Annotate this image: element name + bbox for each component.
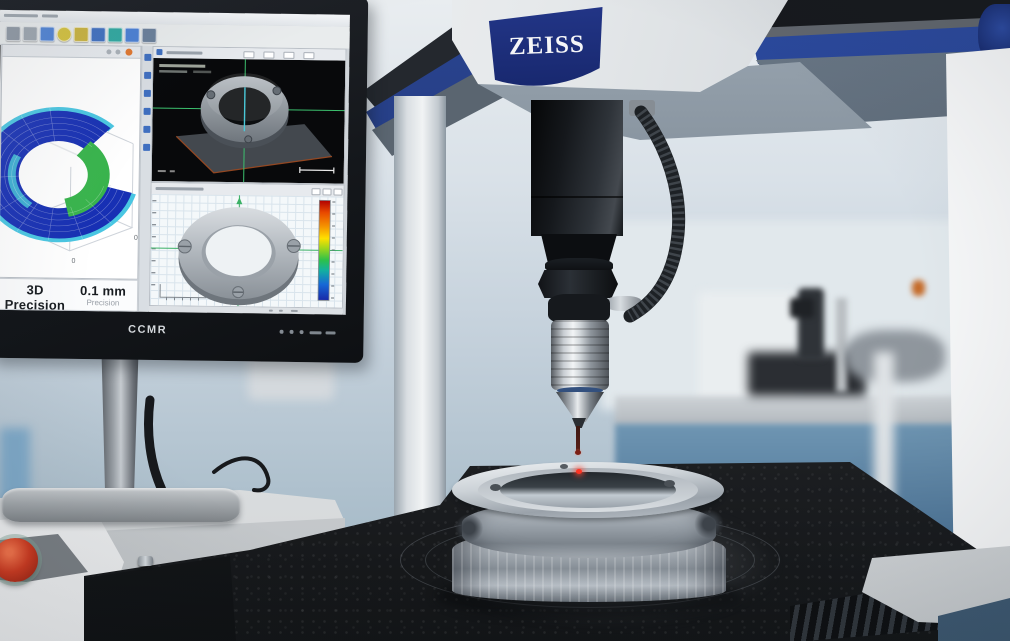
side-icon-4[interactable]: [143, 107, 151, 115]
side-icon-2[interactable]: [144, 71, 152, 79]
mesh-view-panel[interactable]: 0 0: [0, 43, 142, 280]
colorbar-ticks: [331, 201, 336, 299]
cad-header-tab-4[interactable]: [303, 52, 315, 60]
cad-viewport[interactable]: [151, 57, 346, 184]
monitor-brand-label: CCMR: [127, 323, 168, 337]
toolbar-icon-6[interactable]: [90, 27, 106, 43]
monitor-stand-neck: [101, 352, 139, 492]
probe-head-hex: [538, 270, 618, 298]
toolbar-icon-3[interactable]: [39, 26, 55, 42]
cmm-left-leg: [394, 96, 446, 566]
toolbar-icon-4[interactable]: [56, 26, 72, 42]
cad-ring-bolt-3: [244, 135, 253, 144]
deviation-ring-bore: [205, 226, 272, 277]
probe-collar: [548, 294, 610, 324]
results-right-subtitle: Precision: [86, 298, 120, 308]
background-column-silver: [836, 298, 847, 392]
cad-header-text-bar: [166, 51, 203, 55]
toolbar-icon-1[interactable]: [5, 25, 21, 42]
mesh-band-outer: [0, 110, 135, 239]
panel-dot-1[interactable]: [106, 49, 112, 55]
cad-ring-bolt-1: [206, 90, 216, 100]
bezel-button-1: [279, 329, 284, 334]
stylus-shaft: [576, 426, 580, 452]
stylus-holder: [572, 418, 586, 428]
background-orange-item: [912, 280, 925, 296]
z-quill-seam: [531, 196, 623, 198]
bezel-button-2: [289, 329, 294, 334]
ring-rim-hole-top: [560, 464, 568, 469]
side-icon-1[interactable]: [144, 53, 152, 61]
monitor-stand-base: [2, 488, 240, 522]
zeiss-badge: ZEISS: [485, 4, 608, 98]
bezel-label-bar-2: [325, 331, 336, 335]
z-quill: [531, 100, 623, 236]
deviation-colorbar: [317, 199, 331, 301]
mesh-band-inner-cyan-edge: [7, 131, 110, 218]
side-icon-5[interactable]: [143, 125, 151, 133]
panel-close-dot[interactable]: [125, 48, 133, 56]
results-left-title: 3D Precision: [4, 282, 66, 313]
deviation-header-btn-1[interactable]: [311, 188, 321, 196]
screen: 0 0: [0, 9, 350, 315]
titlebar-text-bar2: [41, 14, 58, 18]
deviation-axis-ticks: [151, 199, 157, 286]
side-icon-6[interactable]: [143, 143, 151, 151]
bezel-label-bar-1: [309, 331, 322, 335]
stand-cable: [144, 395, 167, 495]
probe-blue-ring: [557, 387, 603, 394]
ring-rim-hole-left: [490, 484, 501, 491]
deviation-header-text-bar: [155, 187, 204, 191]
toolbar-icon-9[interactable]: [141, 27, 157, 44]
cad-header-tab-3[interactable]: [283, 51, 295, 59]
toolbar-icon-7[interactable]: [107, 27, 123, 43]
estop-button: [0, 538, 38, 582]
stylus-ruby-tip: [575, 450, 581, 455]
deviation-header-btn-3[interactable]: [333, 188, 343, 196]
zeiss-badge-shape: [488, 7, 603, 86]
toolbar-icon-5[interactable]: [73, 26, 89, 43]
mesh-axis-tick-b: 0: [134, 235, 138, 242]
zeiss-logo-text: ZEISS: [508, 31, 585, 61]
mesh-axis-tick-a: 0: [71, 258, 75, 265]
toolbar-icon-2[interactable]: [22, 26, 38, 42]
results-panel: 3D Precision Precision 0.1 mm Precision: [0, 277, 139, 315]
cad-header-tab-1[interactable]: [243, 51, 255, 59]
results-right-value: 0.1 mm: [79, 282, 127, 299]
results-left-subtitle: Precision: [0, 312, 71, 314]
cad-ring-bolt-2: [272, 86, 282, 96]
monitor: 0 0: [0, 0, 369, 363]
mesh-band-inner-green: [7, 131, 110, 218]
laser-dot: [576, 469, 582, 474]
deviation-viewport[interactable]: [150, 194, 344, 308]
side-icon-3[interactable]: [143, 89, 151, 97]
panel-dot-2[interactable]: [115, 49, 121, 55]
toolbar-icon-8[interactable]: [124, 27, 140, 43]
granite-insert-bolt: [138, 556, 153, 566]
background-microscope-head: [790, 298, 814, 318]
mesh-plot: 0 0: [0, 107, 140, 265]
cad-header-icon: [156, 49, 163, 56]
bezel-button-3: [299, 330, 304, 335]
titlebar-text-bar: [3, 13, 38, 18]
deviation-header-btn-2[interactable]: [322, 188, 332, 196]
ring-rim-hole-right: [664, 480, 675, 487]
ring-notch-right: [694, 510, 724, 538]
cad-view-panel[interactable]: [150, 45, 347, 185]
ring-notch-left: [455, 514, 483, 542]
background-bench-top: [615, 396, 960, 426]
mesh-band-rim: [0, 107, 140, 243]
desk-cable: [212, 456, 271, 493]
probe-chrome-grooves: [551, 320, 609, 390]
cad-scale-bar: [299, 167, 335, 174]
deviation-view-panel[interactable]: [148, 181, 345, 309]
cad-header-tab-2[interactable]: [263, 51, 275, 59]
probe-chrome-body: [551, 320, 609, 390]
ring-bore: [500, 472, 676, 508]
background-metal-parts: [845, 330, 945, 382]
